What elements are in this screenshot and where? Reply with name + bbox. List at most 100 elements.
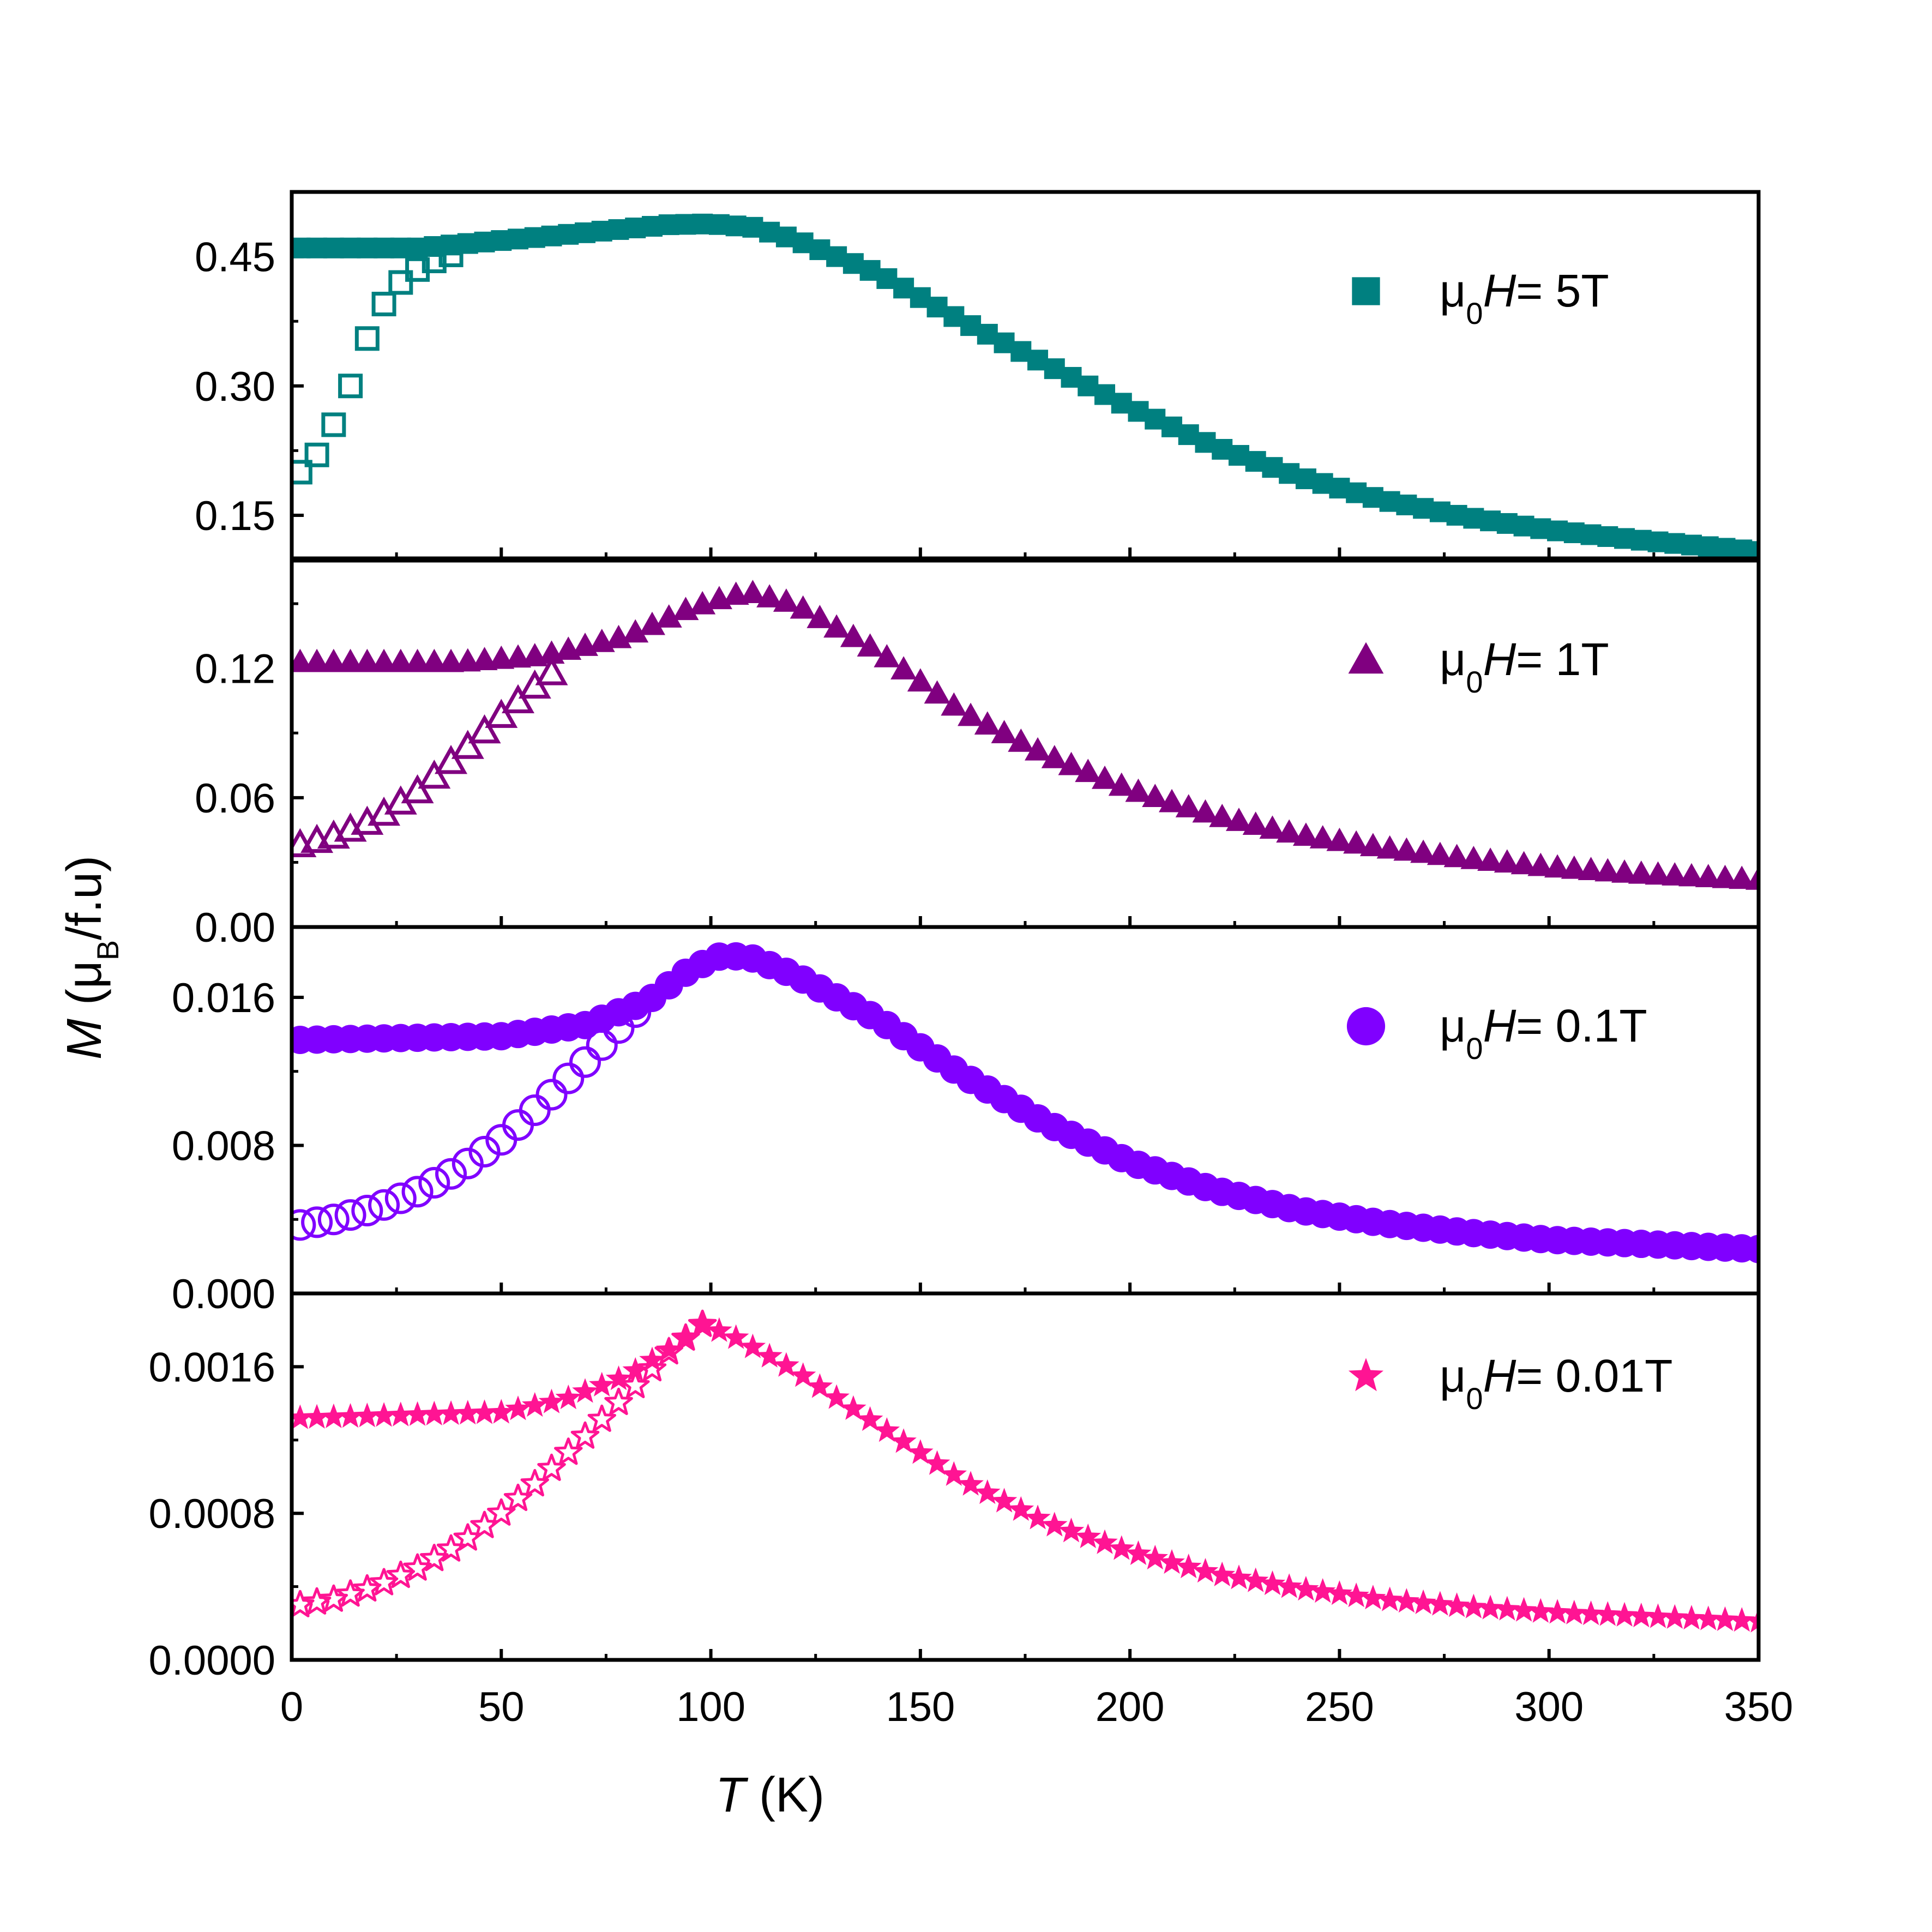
fc-point-0.01T <box>1729 1607 1755 1632</box>
zfc-point-0.01T <box>292 1590 315 1617</box>
fc-point-0.01T <box>337 1403 364 1428</box>
zfc-point-1T <box>401 774 434 804</box>
fc-point-0.01T <box>1058 1518 1085 1543</box>
fc-point-0.01T <box>1042 1512 1068 1537</box>
fc-point-0.01T <box>1293 1576 1319 1601</box>
zfc-point-0.1T <box>401 1176 434 1208</box>
y-tick-label-1T: 0.00 <box>195 905 275 951</box>
fc-point-0.01T <box>1376 1586 1403 1611</box>
zfc-point-5T <box>304 442 329 467</box>
fc-point-0.01T <box>522 1392 548 1417</box>
fc-point-0.01T <box>773 1352 799 1377</box>
fc-point-0.01T <box>404 1401 431 1426</box>
fc-point-1T <box>1611 859 1638 883</box>
fc-point-0.01T <box>1226 1564 1252 1590</box>
fc-point-0.01T <box>1594 1601 1621 1626</box>
fc-point-1T <box>890 656 917 679</box>
fc-point-0.01T <box>292 1404 314 1429</box>
zfc-point-0.1T <box>418 1167 450 1199</box>
fc-point-1T <box>1292 822 1319 846</box>
zfc-point-0.01T <box>587 1404 616 1432</box>
y-tick-label-0.1T: 0.000 <box>172 1271 275 1317</box>
fc-point-1T <box>907 668 934 692</box>
fc-point-0.01T <box>1527 1598 1554 1623</box>
fc-point-0.01T <box>1746 1608 1759 1633</box>
fc-point-1T <box>1142 784 1169 807</box>
legend-label-5T: μ0H= 5T <box>1440 265 1609 330</box>
zfc-point-5T <box>292 460 312 485</box>
fc-point-1T <box>1427 841 1453 865</box>
fc-point-0.01T <box>723 1324 749 1349</box>
panel-1T: 0.00 0.06 0.12 μ0H= 1T <box>195 558 1761 951</box>
x-tick-label: 50 <box>478 1684 525 1730</box>
fc-point-1T <box>1578 857 1604 880</box>
fc-point-0.01T <box>421 1400 448 1425</box>
fc-point-0.01T <box>1578 1600 1604 1626</box>
fc-point-1T <box>1393 837 1420 861</box>
fc-point-0.01T <box>1209 1561 1235 1586</box>
fc-point-0.01T <box>605 1365 632 1391</box>
fc-point-1T <box>1008 729 1034 752</box>
zfc-point-0.01T <box>621 1370 650 1399</box>
zfc-point-1T <box>485 699 518 728</box>
zfc-point-0.1T <box>384 1182 417 1214</box>
fc-point-1T <box>1678 863 1705 887</box>
fc-point-0.01T <box>689 1311 715 1336</box>
fc-point-0.1T <box>1744 1235 1759 1263</box>
fc-point-1T <box>857 633 883 657</box>
zfc-point-0.01T <box>302 1587 332 1615</box>
zfc-point-0.1T <box>334 1199 366 1231</box>
x-tick-label: 200 <box>1096 1684 1165 1730</box>
zfc-point-5T <box>354 326 380 351</box>
fc-point-1T <box>1359 833 1386 857</box>
y-tick-label-5T: 0.30 <box>195 364 275 410</box>
fc-point-0.01T <box>438 1400 464 1425</box>
fc-point-0.01T <box>1510 1597 1537 1622</box>
fc-point-0.01T <box>505 1395 531 1421</box>
fc-point-1T <box>387 648 414 672</box>
fc-point-0.01T <box>1092 1529 1118 1554</box>
fc-point-1T <box>958 702 984 726</box>
fc-point-1T <box>1159 789 1185 812</box>
y-tick-label-0.01T: 0.0000 <box>149 1638 275 1684</box>
fc-point-0.01T <box>1109 1535 1135 1560</box>
fc-point-1T <box>1376 835 1403 859</box>
fc-point-0.01T <box>1611 1602 1638 1627</box>
fc-point-0.01T <box>455 1400 481 1425</box>
y-tick-label-0.1T: 0.016 <box>172 975 275 1021</box>
fc-point-0.01T <box>1628 1603 1654 1628</box>
fc-point-1T <box>739 580 766 604</box>
fc-point-1T <box>1594 858 1621 882</box>
legend-label-0.1T: μ0H= 0.1T <box>1440 1000 1647 1066</box>
zfc-point-0.1T <box>468 1136 501 1168</box>
fc-point-1T <box>1075 759 1102 783</box>
y-axis-title: M (μB/f.u) <box>57 856 125 1060</box>
zfc-point-0.01T <box>604 1387 633 1415</box>
panel-frame-0.01T <box>290 1291 1761 1662</box>
fc-point-1T <box>874 644 900 667</box>
fc-point-0.01T <box>1427 1591 1453 1616</box>
x-tick-label: 250 <box>1305 1684 1374 1730</box>
fc-point-0.01T <box>1477 1594 1503 1620</box>
fc-point-0.01T <box>572 1378 598 1403</box>
fc-point-1T <box>438 648 465 672</box>
zfc-point-0.1T <box>292 1209 316 1241</box>
zfc-point-0.1T <box>317 1203 350 1236</box>
fc-point-0.01T <box>1259 1570 1286 1596</box>
fc-point-1T <box>1276 819 1303 843</box>
fc-point-0.01T <box>538 1388 565 1413</box>
fc-point-0.01T <box>1662 1604 1688 1629</box>
legend-marker-1T <box>1348 642 1384 674</box>
fc-point-0.01T <box>1125 1540 1152 1565</box>
fc-point-1T <box>354 648 381 672</box>
fc-point-1T <box>1175 794 1202 817</box>
legend-label-0.01T: μ0H= 0.01T <box>1440 1350 1672 1416</box>
fc-point-1T <box>1343 830 1370 854</box>
data-5T <box>292 213 1759 558</box>
fc-point-1T <box>371 648 398 672</box>
fc-point-0.01T <box>622 1357 648 1382</box>
fc-point-0.01T <box>1176 1554 1202 1579</box>
fc-point-0.01T <box>1561 1599 1587 1624</box>
y-tick-label-5T: 0.45 <box>195 234 275 281</box>
